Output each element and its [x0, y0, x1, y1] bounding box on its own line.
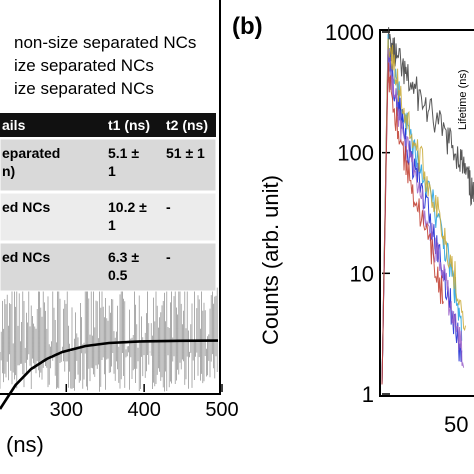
panel-a-table-cell: ed NCs	[2, 199, 50, 215]
panel-a-axes-frame	[0, 0, 221, 395]
panel-a-table-row	[0, 138, 217, 192]
panel-a-table-header-cell: ails	[2, 117, 26, 133]
panel-b: (b) 1000 100 10 1 Counts (arb. unit) 50 Lif…	[232, 13, 474, 437]
panel-a-x-tick-label: 500	[205, 399, 238, 421]
panel-b-series	[381, 27, 474, 385]
panel-a-legend: non-size separated NCs ize separated NCs i…	[14, 33, 196, 98]
panel-b-y-tick-label: 1	[362, 382, 374, 407]
panel-a-table-row	[0, 242, 217, 292]
panel-b-series-line	[381, 38, 466, 385]
panel-a-table-cell: -	[166, 199, 171, 215]
panel-b-y-axis-label: Counts (arb. unit)	[258, 175, 283, 345]
panel-b-series-line	[381, 45, 463, 385]
panel-a-table-header-cell: t1 (ns)	[108, 117, 150, 133]
panel-a-table-header	[0, 113, 216, 137]
panel-b-y-tick-label: 100	[337, 141, 374, 166]
panel-a-x-axis-label: (ns)	[6, 432, 44, 457]
panel-a-legend-entry: ize separated NCs	[14, 56, 154, 75]
panel-b-x-tick-partial: 50	[444, 412, 468, 437]
panel-a-x-ticks: 300 400 500	[50, 384, 239, 421]
panel-a-table-cell: 6.3 ±0.5	[108, 249, 139, 283]
panel-a-noise-spikes	[0, 285, 218, 392]
panel-a: non-size separated NCs ize separated NCs i…	[0, 0, 239, 457]
panel-b-y-ticks: 1000 100 10 1	[325, 20, 390, 407]
panel-a-table-row	[0, 192, 217, 242]
panel-a-legend-entry: non-size separated NCs	[14, 33, 196, 52]
panel-a-table-cell: 51 ± 1	[166, 145, 205, 161]
panel-a-table: ails t1 (ns) t2 (ns) eparated n) 5.1 ±1 51 ± 1…	[0, 113, 217, 292]
panel-b-label: (b)	[232, 13, 263, 40]
panel-a-table-cell: ed NCs	[2, 249, 50, 265]
panel-a-table-cell: eparated n)	[2, 145, 60, 179]
panel-b-rotated-label: Lifetime (ns)	[457, 69, 469, 130]
panel-b-y-tick-label: 10	[350, 261, 374, 286]
panel-b-axes-frame	[379, 29, 474, 397]
panel-a-noise-trace	[0, 285, 218, 392]
panel-a-table-header-cell: t2 (ns)	[166, 117, 208, 133]
panel-a-x-tick-label: 400	[127, 399, 160, 421]
panel-a-table-cell: 5.1 ±1	[108, 145, 139, 179]
panel-a-x-tick-label: 300	[50, 399, 83, 421]
panel-a-legend-entry: ize separated NCs	[14, 79, 154, 98]
panel-b-y-tick-label: 1000	[325, 20, 374, 45]
panel-a-table-cell: -	[166, 249, 171, 265]
panel-a-table-cell: 10.2 ±1	[108, 199, 147, 233]
panel-b-series-line	[381, 62, 444, 385]
panel-a-fit-curve	[0, 339, 219, 410]
